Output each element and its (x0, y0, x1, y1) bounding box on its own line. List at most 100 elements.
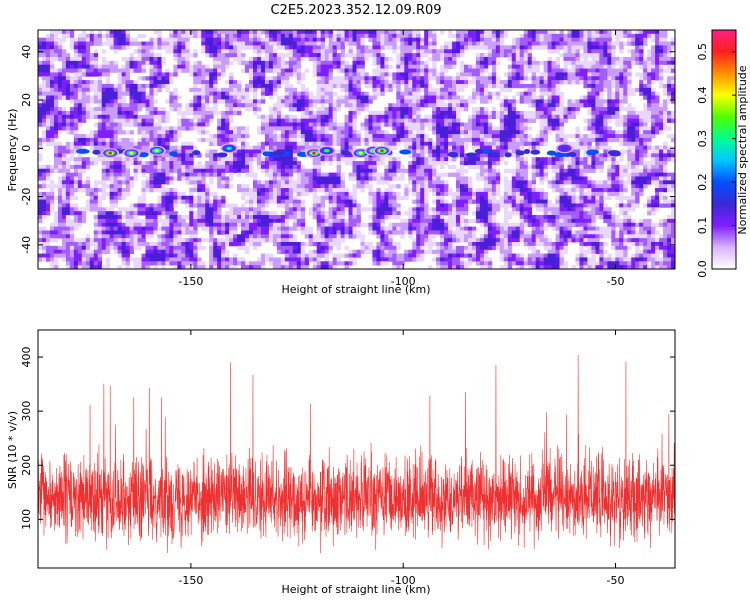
heatmap-cell (201, 33, 206, 39)
heatmap-cell (436, 49, 441, 54)
heatmap-cell (296, 72, 302, 77)
heatmap-cell (53, 161, 59, 166)
heatmap-cell (515, 161, 521, 166)
heatmap-cell (487, 91, 493, 96)
heatmap-cell (97, 145, 103, 150)
heatmap-cell (177, 145, 182, 150)
heatmap-cell (153, 176, 158, 181)
heatmap-cell (197, 76, 202, 81)
heatmap-cell (555, 164, 560, 170)
heatmap-cell (173, 95, 178, 100)
heatmap-cell (284, 137, 290, 143)
heatmap-cell (655, 33, 660, 39)
heatmap-cell (73, 37, 79, 42)
heatmap-cell (547, 33, 552, 39)
heatmap-cell (93, 60, 99, 66)
heatmap-cell (643, 41, 648, 46)
heatmap-cell (396, 137, 401, 143)
heatmap-cell (507, 110, 513, 116)
heatmap-cell (245, 45, 250, 50)
heatmap-cell (121, 107, 126, 112)
heatmap-cell (507, 53, 513, 58)
heatmap-cell (555, 76, 560, 81)
heatmap-cell (308, 114, 314, 120)
heatmap-cell (615, 68, 620, 73)
heatmap-cell (420, 95, 425, 100)
heatmap-cell (360, 30, 365, 35)
heatmap-cell (53, 45, 59, 50)
heatmap-cell (671, 76, 676, 81)
heatmap-cell (69, 83, 75, 89)
heatmap-cell (137, 60, 142, 66)
heatmap-cell (420, 49, 425, 54)
heatmap-cell (587, 126, 592, 131)
heatmap-cell (479, 107, 485, 112)
heatmap-cell (364, 33, 369, 39)
heatmap-cell (444, 68, 449, 73)
heatmap-cell (129, 95, 134, 100)
heatmap-cell (205, 137, 210, 143)
heatmap-cell (77, 168, 83, 174)
heatmap-cell (647, 168, 652, 174)
heatmap-cell (607, 130, 612, 135)
heatmap-cell (292, 56, 298, 62)
heatmap-cell (169, 37, 174, 42)
heatmap-cell (340, 56, 345, 62)
heatmap-cell (173, 126, 178, 131)
heatmap-cell (420, 164, 425, 170)
heatmap-cell (611, 95, 616, 100)
heatmap-cell (217, 141, 222, 147)
heatmap-cell (229, 126, 234, 131)
heatmap-cell (591, 91, 596, 96)
heatmap-cell (563, 41, 568, 46)
heatmap-cell (296, 145, 302, 150)
heatmap-cell (412, 161, 417, 166)
heatmap-cell (663, 87, 668, 93)
heatmap-cell (336, 130, 341, 135)
heatmap-cell (607, 64, 612, 69)
heatmap-cell (643, 95, 648, 100)
heatmap-cell (73, 56, 79, 62)
heatmap-cell (547, 49, 552, 54)
heatmap-cell (587, 110, 592, 116)
heatmap-cell (487, 33, 493, 39)
heatmap-cell (312, 137, 318, 143)
heatmap-cell (237, 103, 242, 108)
heatmap-cell (260, 126, 266, 131)
heatmap-cell (49, 91, 55, 96)
heatmap-cell (655, 64, 660, 69)
heatmap-cell (157, 176, 162, 181)
heatmap-cell (384, 107, 389, 112)
heatmap-cell (531, 64, 537, 69)
heatmap-cell (440, 141, 445, 147)
heatmap-cell (479, 80, 485, 85)
heatmap-cell (165, 49, 170, 54)
heatmap-cell (193, 83, 198, 89)
heatmap-cell (276, 83, 282, 89)
heatmap-cell (209, 141, 214, 147)
heatmap-cell (101, 122, 107, 127)
heatmap-cell (268, 110, 274, 116)
heatmap-cell (551, 114, 556, 120)
heatmap-cell (623, 60, 628, 66)
heatmap-cell (523, 49, 529, 54)
heatmap-cell (221, 68, 226, 73)
heatmap-cell (344, 80, 349, 85)
heatmap-cell (344, 99, 349, 104)
heatmap-cell (312, 64, 318, 69)
heatmap-cell (655, 110, 660, 116)
heatmap-cell (396, 157, 401, 162)
heatmap-cell (627, 161, 632, 166)
heatmap-cell (256, 114, 262, 120)
heatmap-cell (268, 83, 274, 89)
heatmap-cell (137, 76, 142, 81)
heatmap-cell (551, 41, 556, 46)
heatmap-cell (507, 168, 513, 174)
heatmap-cell (288, 95, 294, 100)
heatmap-cell (284, 60, 290, 66)
heatmap-cell (499, 110, 505, 116)
heatmap-cell (376, 68, 381, 73)
heatmap-cell (221, 56, 226, 62)
heatmap-cell (523, 95, 529, 100)
heatmap-cell (663, 45, 668, 50)
